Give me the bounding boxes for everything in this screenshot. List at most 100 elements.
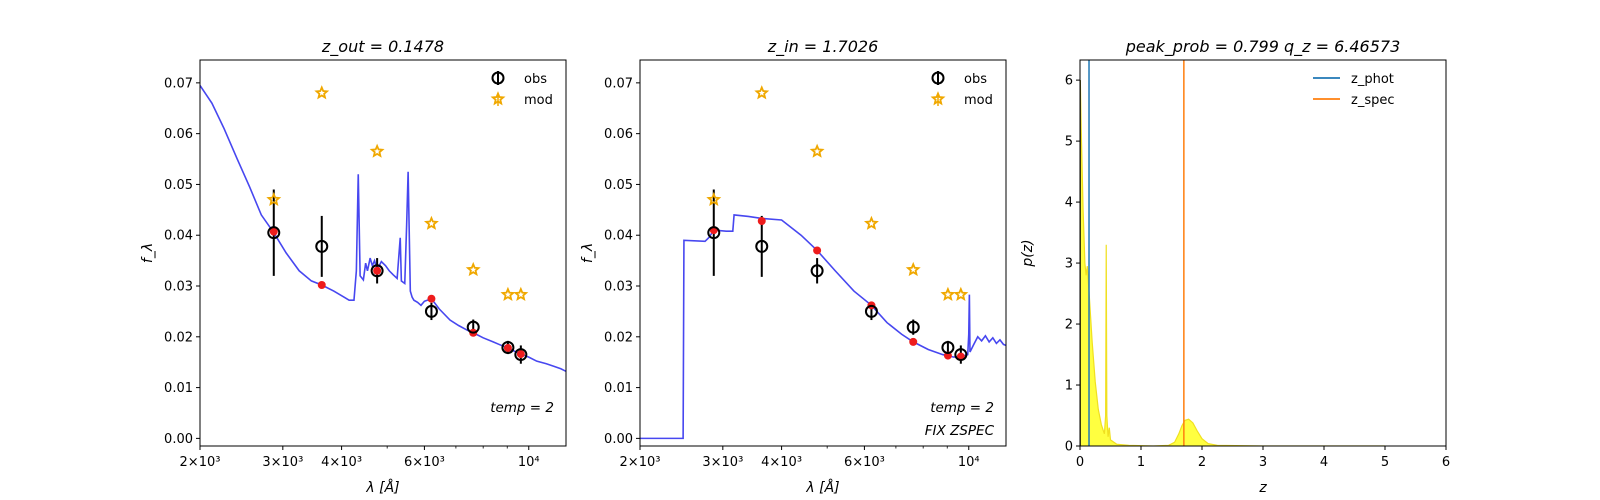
y-tick-label: 0.02 bbox=[604, 330, 633, 345]
mod-star-point bbox=[905, 261, 921, 277]
x-tick-label: 6×10³ bbox=[844, 455, 885, 470]
pz-line bbox=[1080, 80, 1385, 446]
plot-area bbox=[640, 85, 1006, 440]
y-tick-label: 2 bbox=[1065, 318, 1073, 333]
x-axis-label: λ [Å] bbox=[805, 479, 839, 496]
model-flux-point bbox=[317, 280, 326, 289]
model-flux-point bbox=[813, 246, 822, 255]
y-tick-label: 0.01 bbox=[164, 381, 193, 396]
model-flux-point bbox=[503, 343, 512, 352]
x-tick-label: 10⁴ bbox=[958, 455, 980, 470]
axis-ticks: 0.00 0.01 0.02 0.03 0.04 0.05 0.06 0.07 2×10³ 3×1… bbox=[604, 76, 980, 470]
legend-label: mod bbox=[964, 93, 993, 108]
x-tick-label: 1 bbox=[1137, 455, 1145, 470]
markers-mod bbox=[706, 85, 969, 302]
annotation: FIX ZSPEC bbox=[925, 423, 995, 439]
y-axis-label: p(z) bbox=[1020, 239, 1036, 267]
x-tick-label: 4×10³ bbox=[321, 455, 362, 470]
obs-point bbox=[707, 226, 721, 240]
model-flux-point bbox=[516, 350, 525, 359]
x-tick-label: 2×10³ bbox=[180, 455, 221, 470]
obs-point bbox=[370, 264, 384, 278]
axes-frame bbox=[639, 59, 1007, 447]
legend: z_phot z_spec bbox=[1313, 72, 1395, 108]
y-tick-label: 3 bbox=[1065, 257, 1073, 272]
obs-point bbox=[755, 239, 769, 253]
x-axis-label: λ [Å] bbox=[365, 479, 399, 496]
mod-star-point bbox=[465, 261, 481, 277]
obs-point bbox=[424, 304, 438, 318]
y-tick-label: 0.02 bbox=[164, 330, 193, 345]
x-axis-label: z bbox=[1258, 480, 1267, 496]
mod-star-point bbox=[513, 286, 529, 302]
x-tick-label: 6 bbox=[1442, 455, 1450, 470]
chart-title: peak_prob = 0.799 q_z = 6.46573 bbox=[1125, 37, 1401, 57]
chart-title: z_in = 1.7026 bbox=[767, 37, 879, 57]
mod-star-point bbox=[809, 143, 825, 158]
x-tick-label: 3×10³ bbox=[702, 455, 743, 470]
y-tick-label: 0.00 bbox=[164, 432, 193, 447]
x-tick-label: 6×10³ bbox=[404, 455, 445, 470]
model-spectrum-line bbox=[640, 214, 1006, 440]
mod-star-point bbox=[314, 85, 330, 100]
y-tick-label: 0.01 bbox=[604, 381, 633, 396]
axes-frame bbox=[1079, 59, 1447, 447]
mod-star-point bbox=[266, 191, 282, 207]
legend-obs-marker bbox=[931, 71, 945, 85]
y-axis-label: f_λ bbox=[580, 243, 596, 263]
model-flux-point bbox=[373, 266, 382, 275]
y-tick-label: 1 bbox=[1065, 379, 1073, 394]
legend-label: mod bbox=[524, 93, 553, 108]
annotation: temp = 2 bbox=[490, 400, 554, 416]
legend-label: obs bbox=[964, 72, 987, 87]
x-tick-label: 0 bbox=[1076, 455, 1084, 470]
model-flux-point bbox=[956, 352, 965, 361]
mod-star-point bbox=[754, 85, 770, 100]
x-tick-label: 5 bbox=[1381, 455, 1389, 470]
mod-star-point bbox=[423, 215, 439, 230]
x-tick-label: 4×10³ bbox=[761, 455, 802, 470]
obs-point bbox=[810, 264, 824, 278]
mod-star-point bbox=[369, 143, 385, 158]
mod-star-point bbox=[940, 286, 956, 302]
y-tick-label: 0.07 bbox=[164, 76, 193, 91]
x-tick-label: 10⁴ bbox=[518, 455, 540, 470]
x-tick-label: 3×10³ bbox=[262, 455, 303, 470]
legend-obs-marker bbox=[491, 71, 505, 85]
obs-point bbox=[864, 304, 878, 318]
obs-point bbox=[941, 340, 955, 354]
chart-panel-3: peak_prob = 0.799 q_z = 6.46573 0 1 2 3 4 5 6 0 1… bbox=[1020, 37, 1450, 496]
series-line bbox=[640, 214, 1006, 440]
legend-label: z_spec bbox=[1351, 93, 1395, 108]
obs-point bbox=[514, 348, 528, 362]
obs-point bbox=[954, 348, 968, 362]
model-flux-point bbox=[757, 217, 766, 226]
x-tick-label: 2×10³ bbox=[620, 455, 661, 470]
axis-ticks: 0.00 0.01 0.02 0.03 0.04 0.05 0.06 0.07 2×10³ 3×1… bbox=[164, 76, 540, 470]
mod-star-point bbox=[953, 286, 969, 302]
y-tick-label: 0.05 bbox=[604, 178, 633, 193]
legend-label: z_phot bbox=[1351, 72, 1394, 87]
model-flux-point bbox=[269, 227, 278, 236]
x-tick-label: 2 bbox=[1198, 455, 1206, 470]
plots: z_out = 0.14780.000.010.020.030.040.050.… bbox=[140, 37, 1450, 496]
x-tick-label: 4 bbox=[1320, 455, 1328, 470]
markers-mod bbox=[266, 85, 529, 302]
obs-circles bbox=[707, 226, 968, 362]
obs-point bbox=[501, 340, 515, 354]
chart-title: z_out = 0.1478 bbox=[321, 37, 444, 57]
obs-point bbox=[466, 320, 480, 334]
legend-label: obs bbox=[524, 72, 547, 87]
obs-point bbox=[315, 239, 329, 253]
mod-star-point bbox=[500, 286, 516, 302]
legend: obs mod bbox=[930, 71, 993, 108]
y-tick-label: 0.04 bbox=[164, 229, 193, 244]
annotation: temp = 2 bbox=[930, 400, 994, 416]
legend: obs mod bbox=[490, 71, 553, 108]
chart-panel-1: z_out = 0.14780.000.010.020.030.040.050.… bbox=[140, 37, 567, 496]
plot-area bbox=[200, 84, 566, 373]
obs-circles bbox=[267, 226, 528, 362]
y-tick-label: 0.06 bbox=[164, 127, 193, 142]
